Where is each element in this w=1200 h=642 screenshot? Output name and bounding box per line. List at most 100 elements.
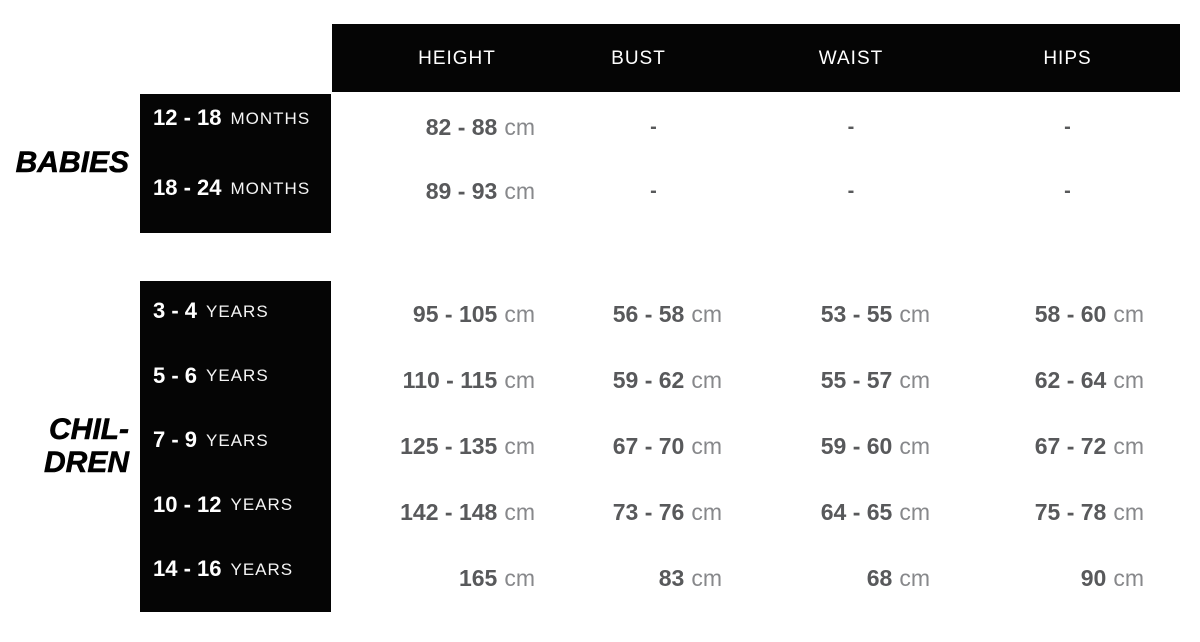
- cell-value: -: [650, 116, 657, 138]
- cell-value: 53 - 55: [820, 300, 893, 327]
- table-row: 165 cm 83 cm 68 cm 90 cm: [332, 545, 1180, 611]
- section-label-line: BABIES: [15, 146, 129, 180]
- cell-unit: cm: [691, 498, 722, 525]
- age-row: 3 - 4 YEARS: [140, 291, 331, 331]
- children-data-rows: 95 - 105 cm 56 - 58 cm 53 - 55 cm 58 - 60 cm…: [332, 281, 1180, 611]
- age-row: 18 - 24 MONTHS: [140, 168, 331, 208]
- cell-value: 64 - 65: [820, 498, 893, 525]
- cell-value: 165: [458, 564, 498, 591]
- section-label-line: DREN: [43, 445, 130, 479]
- cell-unit: cm: [899, 432, 930, 459]
- cell-value: 67 - 70: [612, 432, 685, 459]
- age-unit: YEARS: [206, 366, 269, 385]
- cell-bust: 73 - 76 cm: [560, 498, 747, 525]
- section-label-line: CHIL-: [49, 413, 130, 447]
- cell-value: 58 - 60: [1034, 300, 1107, 327]
- cell-hips: 58 - 60 cm: [955, 300, 1180, 327]
- cell-unit: cm: [1113, 432, 1144, 459]
- cell-hips: 67 - 72 cm: [955, 432, 1180, 459]
- age-row: 10 - 12 YEARS: [140, 485, 331, 525]
- cell-unit: cm: [504, 113, 535, 140]
- cell-unit: cm: [691, 432, 722, 459]
- cell-height: 95 - 105 cm: [332, 300, 560, 327]
- cell-hips: 62 - 64 cm: [955, 366, 1180, 393]
- cell-waist: 55 - 57 cm: [747, 366, 955, 393]
- age-column-babies: 12 - 18 MONTHS 18 - 24 MONTHS: [140, 94, 331, 233]
- cell-value: 83: [658, 564, 685, 591]
- cell-bust: 59 - 62 cm: [560, 368, 747, 392]
- cell-unit: cm: [504, 366, 535, 393]
- cell-value: 90: [1080, 564, 1107, 591]
- table-row: 95 - 105 cm 56 - 58 cm 53 - 55 cm 58 - 60 cm: [332, 281, 1180, 347]
- table-row: 89 - 93 cm - - -: [332, 159, 1180, 223]
- cell-waist: -: [747, 181, 955, 201]
- age-unit: YEARS: [230, 559, 294, 579]
- cell-height: 142 - 148 cm: [332, 498, 560, 525]
- cell-value: 73 - 76: [612, 498, 685, 525]
- cell-bust: 56 - 58 cm: [560, 300, 747, 327]
- cell-waist: 68 cm: [747, 564, 955, 591]
- column-header-waist: WAIST: [818, 47, 884, 69]
- age-row: 7 - 9 YEARS: [140, 420, 331, 460]
- age-range: 7 - 9: [153, 427, 198, 452]
- cell-height: 82 - 88 cm: [332, 113, 560, 140]
- cell-value: 55 - 57: [820, 366, 893, 393]
- age-unit: MONTHS: [230, 178, 311, 198]
- age-range: 12 - 18: [153, 105, 222, 130]
- cell-hips: 75 - 78 cm: [955, 498, 1180, 525]
- column-header-hips: HIPS: [1043, 47, 1092, 69]
- cell-bust: -: [560, 181, 747, 201]
- cell-waist: 59 - 60 cm: [747, 432, 955, 459]
- cell-value: 95 - 105: [412, 300, 498, 327]
- cell-value: -: [847, 180, 855, 202]
- table-row: 125 - 135 cm 67 - 70 cm 59 - 60 cm 67 - 72 c…: [332, 413, 1180, 479]
- age-range: 10 - 12: [153, 491, 222, 517]
- cell-value: 67 - 72: [1034, 432, 1107, 459]
- column-header-height: HEIGHT: [418, 47, 496, 69]
- cell-unit: cm: [1113, 300, 1144, 327]
- cell-unit: cm: [504, 498, 535, 525]
- table-row: 142 - 148 cm 73 - 76 cm 64 - 65 cm 75 - 78 c…: [332, 479, 1180, 545]
- cell-hips: 90 cm: [955, 564, 1180, 591]
- cell-waist: 64 - 65 cm: [747, 498, 955, 525]
- cell-value: -: [1064, 116, 1071, 138]
- age-range: 14 - 16: [153, 556, 222, 581]
- age-range: 5 - 6: [153, 362, 198, 388]
- cell-waist: -: [747, 117, 955, 137]
- cell-unit: cm: [899, 300, 930, 327]
- cell-unit: cm: [504, 432, 535, 459]
- cell-value: 89 - 93: [425, 177, 498, 204]
- cell-unit: cm: [899, 498, 930, 525]
- cell-value: 75 - 78: [1034, 498, 1107, 525]
- cell-value: 82 - 88: [425, 113, 498, 140]
- cell-unit: cm: [1113, 498, 1144, 525]
- age-range: 18 - 24: [153, 175, 222, 200]
- cell-value: 62 - 64: [1034, 366, 1107, 393]
- column-header-bust: BUST: [611, 47, 666, 69]
- cell-bust: -: [560, 117, 747, 137]
- table-row: 110 - 115 cm 59 - 62 cm 55 - 57 cm 62 - 64 c…: [332, 347, 1180, 413]
- cell-hips: -: [955, 117, 1180, 137]
- age-unit: YEARS: [206, 301, 269, 321]
- age-row: 14 - 16 YEARS: [140, 549, 331, 589]
- babies-data-rows: 82 - 88 cm - - - 89 - 93 cm - - -: [332, 95, 1180, 223]
- cell-height: 89 - 93 cm: [332, 177, 560, 204]
- age-unit: YEARS: [206, 430, 269, 450]
- age-row: 5 - 6 YEARS: [140, 356, 331, 396]
- cell-unit: cm: [504, 177, 535, 204]
- age-unit: MONTHS: [230, 108, 311, 128]
- cell-unit: cm: [504, 564, 535, 591]
- cell-value: 68: [866, 564, 893, 591]
- cell-unit: cm: [691, 300, 722, 327]
- cell-value: -: [1064, 180, 1071, 202]
- cell-value: -: [847, 116, 855, 138]
- cell-height: 110 - 115 cm: [332, 366, 560, 393]
- cell-value: 142 - 148: [400, 498, 498, 525]
- cell-bust: 67 - 70 cm: [560, 432, 747, 459]
- cell-bust: 83 cm: [560, 564, 747, 591]
- cell-unit: cm: [1113, 366, 1144, 393]
- cell-value: 125 - 135: [400, 432, 498, 459]
- age-unit: YEARS: [230, 495, 294, 514]
- cell-hips: -: [955, 181, 1180, 201]
